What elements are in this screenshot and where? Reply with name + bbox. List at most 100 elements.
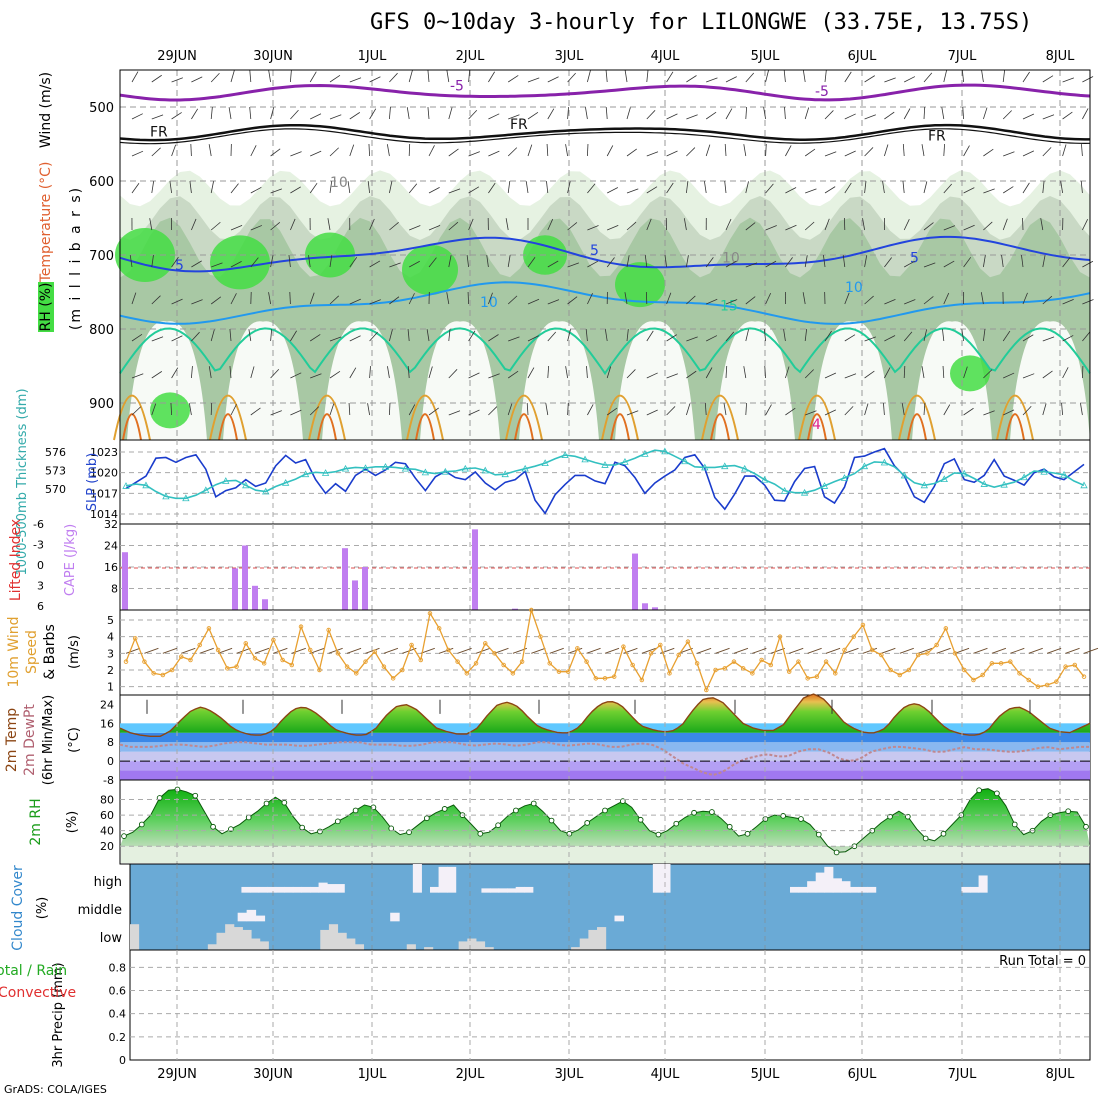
slp-line bbox=[125, 447, 1085, 515]
bottom-date-label: 3JUL bbox=[555, 1067, 585, 1082]
cape-tick-label: 8 bbox=[111, 583, 118, 596]
wind-barb bbox=[309, 406, 320, 416]
wind-barb bbox=[844, 182, 852, 194]
wind-speed-point bbox=[243, 641, 248, 646]
rh-point bbox=[388, 825, 395, 832]
thickness-line-marker bbox=[361, 464, 370, 471]
wind-barb bbox=[864, 75, 875, 83]
wind-barb-10m bbox=[844, 647, 859, 654]
run-total-label: Run Total = 0 bbox=[999, 954, 1086, 969]
wind-barb bbox=[864, 114, 876, 120]
precip-axis-label: 3hr Precip (mm) bbox=[51, 962, 66, 1067]
temp-tick-label: 8 bbox=[107, 736, 114, 749]
wind-barb-10m bbox=[936, 647, 951, 654]
wind-barb bbox=[428, 225, 441, 231]
cloud-panel-frame bbox=[129, 863, 1091, 951]
wind-barb bbox=[230, 183, 239, 194]
li-tick-label: 6 bbox=[37, 600, 44, 613]
wind-barb bbox=[666, 406, 676, 416]
temp-contour-25 bbox=[807, 413, 827, 441]
temp-line bbox=[119, 693, 1091, 737]
rh-point bbox=[744, 830, 751, 837]
rh-point bbox=[1011, 821, 1018, 828]
wind-speed-point bbox=[344, 664, 350, 669]
wind-barb bbox=[270, 410, 282, 416]
wind-barb bbox=[646, 409, 658, 416]
wind-barb bbox=[488, 150, 500, 157]
wind-barb bbox=[824, 218, 830, 231]
rh-point bbox=[637, 816, 644, 823]
wind-barb bbox=[270, 107, 275, 120]
wind-barb bbox=[686, 147, 696, 157]
wind-barb bbox=[131, 292, 137, 305]
wind-speed-point bbox=[1026, 677, 1031, 683]
wind-barb bbox=[902, 181, 905, 194]
wind-barb-10m bbox=[862, 647, 878, 654]
top-date-label: 6JUL bbox=[848, 49, 878, 64]
wind-barb bbox=[624, 70, 628, 83]
wind-speed-point bbox=[851, 634, 856, 639]
wind-barb bbox=[666, 373, 678, 379]
wind-barb bbox=[607, 187, 619, 194]
wind-barb bbox=[585, 107, 588, 120]
wind-barb bbox=[943, 225, 956, 231]
wind-barb bbox=[250, 366, 255, 379]
wind-speed-point bbox=[869, 647, 875, 653]
wind-speed-point bbox=[252, 656, 258, 661]
wind-speed-point bbox=[271, 637, 276, 643]
wind-speed-point bbox=[206, 626, 212, 631]
wind-barb bbox=[606, 366, 612, 379]
temp-contour-minus5 bbox=[119, 83, 1091, 102]
wind-barb bbox=[804, 148, 816, 157]
temp-band bbox=[120, 742, 1090, 752]
cape-bar bbox=[472, 529, 478, 610]
wind-barb bbox=[367, 181, 370, 194]
wind-barb bbox=[1082, 365, 1084, 379]
rh-point bbox=[441, 806, 448, 812]
contour-label: 5 bbox=[910, 250, 919, 266]
wind-barb bbox=[349, 144, 355, 157]
wind-barb bbox=[210, 181, 214, 194]
wind-barb bbox=[567, 222, 578, 231]
wind-barb bbox=[745, 181, 749, 194]
wind-speed-point bbox=[1063, 664, 1068, 669]
rh-point bbox=[317, 828, 323, 835]
wind-axis-label-2: Speed bbox=[24, 630, 40, 674]
dry-lobe bbox=[519, 321, 599, 440]
wind-barb-10m bbox=[752, 647, 767, 654]
wind-barb bbox=[646, 330, 654, 342]
pressure-tick-label: 800 bbox=[89, 323, 114, 338]
cloud-layer-label: middle bbox=[78, 903, 122, 918]
wind-barb bbox=[1042, 255, 1046, 268]
wind-speed-point bbox=[1044, 682, 1050, 688]
wind-barb bbox=[923, 262, 936, 268]
wind-speed-point bbox=[390, 676, 396, 681]
wind-barb bbox=[527, 144, 533, 157]
wind-barb bbox=[131, 183, 140, 194]
rh-point bbox=[192, 792, 199, 799]
wind-barb bbox=[387, 366, 390, 379]
dry-lobe bbox=[715, 321, 795, 440]
wind-barb bbox=[743, 366, 747, 379]
thickness-line-marker bbox=[421, 468, 430, 476]
wind-barb bbox=[428, 407, 439, 416]
wind-barb bbox=[409, 260, 420, 268]
temp-contour-20 bbox=[406, 394, 444, 441]
wind-barb bbox=[943, 183, 953, 194]
wind-speed-point bbox=[925, 651, 930, 656]
wind-barb bbox=[210, 221, 221, 231]
precip-tick-label: 0.4 bbox=[109, 1008, 127, 1021]
wind-barb bbox=[763, 329, 766, 342]
rh-tick-label: 40 bbox=[100, 825, 114, 838]
wind-barb bbox=[488, 292, 493, 305]
wind-speed-point bbox=[234, 664, 239, 669]
wind-barb bbox=[329, 370, 341, 379]
wind-tick-label: 4 bbox=[107, 631, 114, 644]
wind-speed-point bbox=[842, 647, 847, 653]
wind-barb bbox=[466, 255, 469, 268]
wind-barb bbox=[706, 298, 718, 305]
wind-barb bbox=[250, 225, 263, 231]
cloud-low-bar bbox=[424, 947, 434, 950]
wind-barb bbox=[408, 404, 416, 416]
cloud-high-bar bbox=[310, 886, 320, 893]
